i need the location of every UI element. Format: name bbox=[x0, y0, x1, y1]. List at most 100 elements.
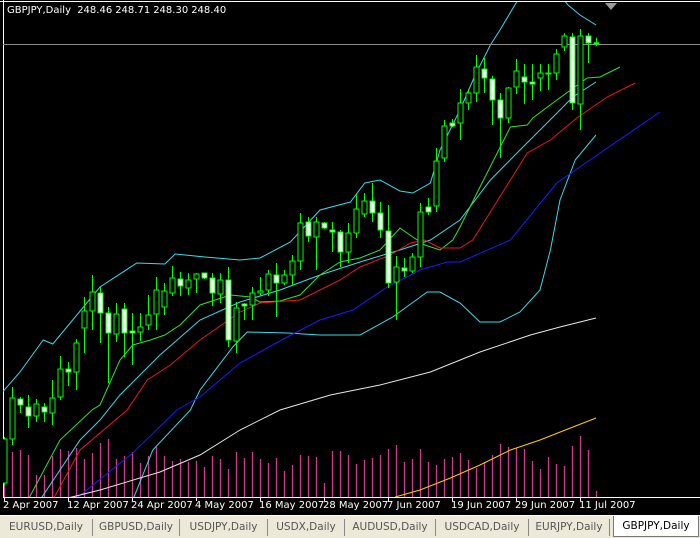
candle bbox=[249, 287, 256, 320]
candle-body bbox=[369, 200, 376, 214]
candle-body bbox=[321, 222, 328, 229]
candle-body bbox=[377, 212, 384, 231]
candle-body bbox=[289, 260, 296, 276]
alligator-teeth-line bbox=[53, 82, 636, 497]
candle bbox=[201, 272, 208, 279]
candle bbox=[569, 33, 576, 110]
candle bbox=[9, 387, 16, 445]
tab-eurjpy-daily[interactable]: EURJPY,Daily bbox=[529, 519, 610, 536]
indicator-lines bbox=[3, 2, 661, 497]
tab-usdx-daily[interactable]: USDX,Daily bbox=[268, 519, 345, 536]
candle-body bbox=[409, 256, 416, 272]
candle bbox=[417, 203, 424, 267]
candle bbox=[369, 183, 376, 222]
candle bbox=[577, 29, 584, 130]
candle bbox=[137, 313, 144, 341]
candle-body bbox=[425, 206, 432, 213]
candle-body bbox=[553, 53, 560, 74]
candle-body bbox=[121, 308, 128, 334]
chart-window[interactable]: GBPJPY,Daily 248.46 248.71 248.30 248.40 2 … bbox=[0, 0, 700, 515]
candle bbox=[105, 307, 112, 383]
chart-shift-triangle-icon[interactable] bbox=[605, 3, 617, 10]
candle bbox=[89, 275, 96, 330]
candle bbox=[281, 270, 288, 285]
candle-body bbox=[65, 368, 72, 373]
candle-body bbox=[281, 274, 288, 284]
candle-body bbox=[105, 312, 112, 334]
candle-body bbox=[137, 326, 144, 333]
candle bbox=[313, 217, 320, 270]
candle bbox=[25, 395, 32, 428]
candle bbox=[457, 89, 464, 140]
tab-gbpusd-daily[interactable]: GBPUSD,Daily bbox=[93, 519, 180, 536]
candle-body bbox=[17, 398, 24, 406]
tab-audusd-daily[interactable]: AUDUSD,Daily bbox=[345, 519, 436, 536]
candle-body bbox=[505, 87, 512, 119]
candle-body bbox=[153, 289, 160, 315]
candle bbox=[513, 59, 520, 94]
candle-body bbox=[201, 272, 208, 279]
candle bbox=[73, 339, 80, 390]
candle bbox=[505, 87, 512, 123]
candle-body bbox=[569, 36, 576, 104]
volume-histogram bbox=[3, 436, 598, 497]
candle-body bbox=[497, 99, 504, 119]
candle-body bbox=[473, 66, 480, 94]
date-label: 28 May 2007 bbox=[323, 500, 389, 511]
candle-body bbox=[401, 267, 408, 272]
date-label: 4 May 2007 bbox=[195, 500, 254, 511]
candle-body bbox=[433, 160, 440, 207]
moving-average-longest-line bbox=[395, 417, 597, 497]
candle-body bbox=[161, 290, 168, 308]
price-chart[interactable] bbox=[0, 0, 700, 515]
candle bbox=[97, 287, 104, 343]
date-label: 29 Jun 2007 bbox=[515, 500, 576, 511]
candle-body bbox=[97, 292, 104, 314]
candle bbox=[537, 64, 544, 91]
candle-body bbox=[177, 278, 184, 287]
candle-body bbox=[585, 35, 592, 44]
candle-body bbox=[545, 72, 552, 75]
tab-gbpjpy-daily[interactable]: GBPJPY,Daily bbox=[613, 516, 699, 537]
tab-usdjpy-daily[interactable]: USDJPY,Daily bbox=[180, 519, 268, 536]
candle bbox=[41, 403, 48, 422]
candle bbox=[385, 205, 392, 288]
candle-body bbox=[361, 200, 368, 215]
candle bbox=[329, 222, 336, 252]
candle bbox=[209, 273, 216, 306]
chart-header: GBPJPY,Daily 248.46 248.71 248.30 248.40 bbox=[7, 5, 229, 16]
candle-body bbox=[337, 231, 344, 253]
candle-body bbox=[465, 92, 472, 104]
candle-body bbox=[25, 406, 32, 417]
candle bbox=[337, 230, 344, 267]
candle-body bbox=[529, 81, 536, 85]
tab-eurusd-daily[interactable]: EURUSD,Daily bbox=[0, 519, 93, 536]
candle bbox=[497, 93, 504, 158]
candle-body bbox=[113, 313, 120, 335]
candle bbox=[593, 37, 600, 46]
candle-body bbox=[305, 221, 312, 237]
candle bbox=[65, 362, 72, 386]
candle bbox=[33, 399, 40, 422]
candle bbox=[425, 198, 432, 215]
candle-body bbox=[169, 277, 176, 294]
date-label: 2 Apr 2007 bbox=[3, 500, 59, 511]
candle-body bbox=[81, 310, 88, 329]
open-price: 248.46 bbox=[77, 5, 113, 16]
candle-body bbox=[353, 208, 360, 234]
candle-body bbox=[89, 291, 96, 312]
tab-usdcad-daily[interactable]: USDCAD,Daily bbox=[436, 519, 529, 536]
candle-body bbox=[57, 368, 64, 398]
candle bbox=[585, 33, 592, 63]
candle-body bbox=[185, 279, 192, 289]
candle-body bbox=[73, 342, 80, 373]
candle-body bbox=[249, 292, 256, 306]
candle-body bbox=[225, 279, 232, 341]
candle-body bbox=[489, 78, 496, 101]
candle bbox=[169, 266, 176, 296]
candle-body bbox=[33, 403, 40, 417]
candle bbox=[113, 303, 120, 342]
candle bbox=[553, 49, 560, 80]
candle-body bbox=[3, 438, 8, 484]
candle bbox=[297, 213, 304, 270]
